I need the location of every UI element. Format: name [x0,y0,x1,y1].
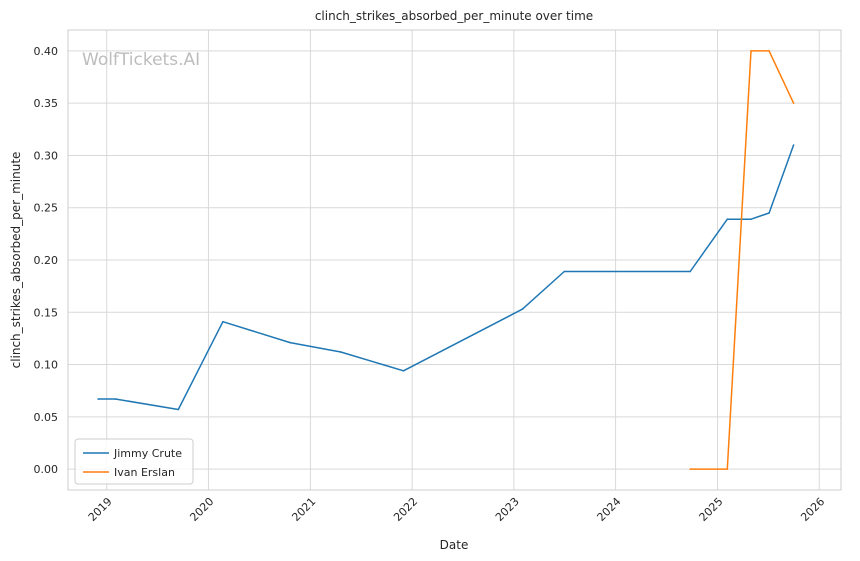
x-tick-label: 2025 [697,495,726,524]
y-tick-label: 0.30 [34,149,59,162]
y-tick-label: 0.40 [34,45,59,58]
plot-frame [67,29,842,491]
series-lines [97,50,795,470]
y-tick-label: 0.25 [34,202,59,215]
data-point [726,218,729,221]
data-point [750,218,752,221]
data-point [768,50,770,52]
y-tick-label: 0.05 [34,411,59,424]
data-point [521,308,524,310]
data-point [222,320,224,323]
data-point [289,341,291,344]
data-point [792,144,795,146]
y-tick-label: 0.20 [34,254,59,267]
x-tick-label: 2022 [391,495,420,524]
y-axis-label: clinch_strikes_absorbed_per_minute [9,152,23,369]
data-point [402,370,405,372]
x-tick-label: 2024 [595,495,624,524]
x-axis-label: Date [440,538,469,552]
data-point [750,50,752,52]
x-tick-label: 2026 [798,495,827,524]
series-line-jimmy-crute [98,144,795,411]
x-tick-label: 2020 [187,495,216,524]
data-point [726,468,729,470]
chart-title: clinch_strikes_absorbed_per_minute over … [315,9,593,23]
grid [68,30,841,490]
y-tick-label: 0.15 [34,306,59,319]
y-tick-label: 0.10 [34,359,59,372]
x-tick-label: 2023 [493,495,522,524]
y-tick-label: 0.35 [34,97,59,110]
legend-label-ivan-erslan: Ivan Erslan [114,466,175,479]
data-point [563,270,566,273]
x-tick-label: 2021 [289,495,318,524]
data-point [689,468,692,470]
y-tick-label: 0.00 [34,463,59,476]
legend-label-jimmy-crute: Jimmy Crute [113,447,182,460]
x-tick-label: 2019 [86,495,115,524]
data-point [97,398,99,400]
data-point [114,398,117,400]
data-point [768,212,770,214]
data-point [689,270,692,273]
legend: Jimmy Crute Ivan Erslan [74,438,194,485]
data-point [177,408,180,411]
data-point [340,351,342,353]
chart-watermark: WolfTickets.AI [82,50,200,70]
data-point [792,102,795,104]
